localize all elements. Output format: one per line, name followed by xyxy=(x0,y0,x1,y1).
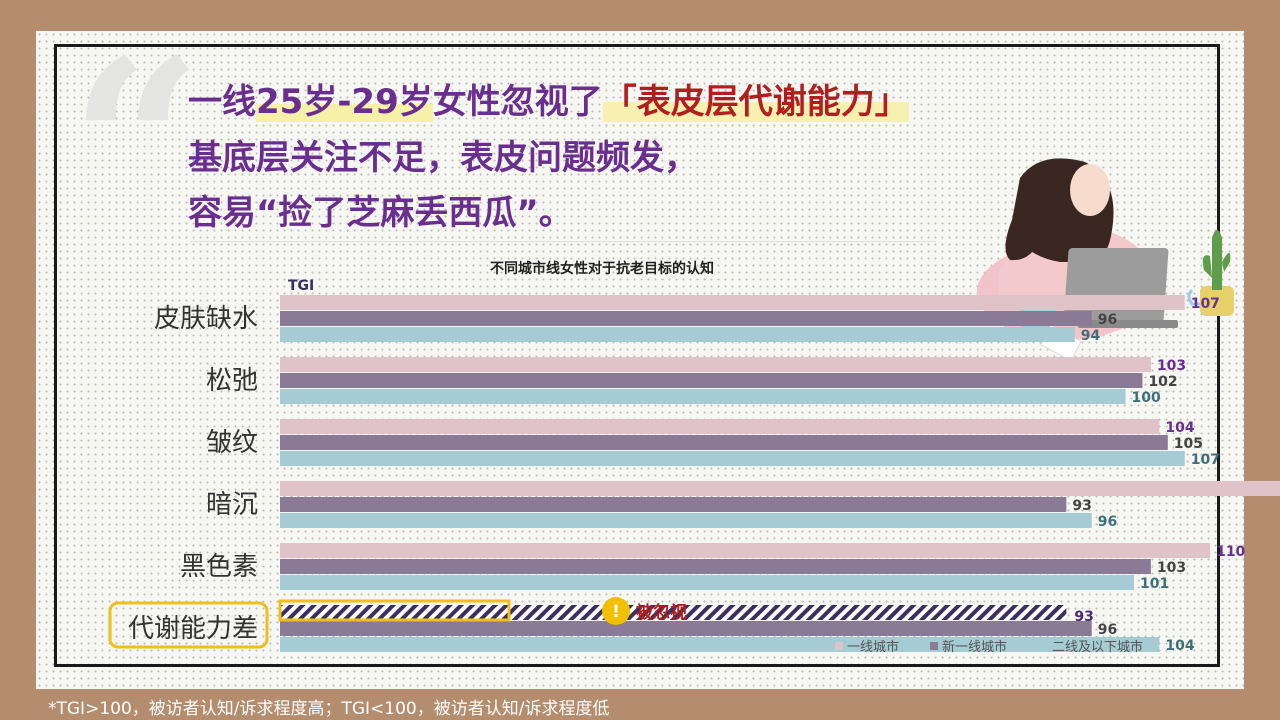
bar xyxy=(280,419,1160,434)
headline-text-c: 女性忽视了 xyxy=(432,82,603,122)
bar xyxy=(280,481,1280,496)
data-label: 100 xyxy=(1132,390,1161,406)
bar xyxy=(280,373,1143,388)
data-label: 93 xyxy=(1074,609,1093,625)
quote-mark: “ xyxy=(70,10,203,280)
headline-emphasis: 「表皮层代谢能力」 xyxy=(602,82,909,122)
bar xyxy=(280,637,1160,652)
data-label: 96 xyxy=(1098,514,1117,530)
bar xyxy=(280,311,1092,326)
bar xyxy=(280,357,1151,372)
data-label: 101 xyxy=(1140,576,1169,592)
headline-line-3: 容易“捡了芝麻丢西瓜”。 xyxy=(188,193,573,233)
headline-age-range: 25岁-29岁 xyxy=(256,82,433,122)
data-label: 107 xyxy=(1191,296,1220,312)
legend-entry: 二线及以下城市 xyxy=(1052,639,1143,655)
divider xyxy=(190,241,936,242)
alert-icon xyxy=(602,597,630,625)
bar xyxy=(280,575,1134,590)
highlight-bar-box xyxy=(278,599,511,622)
data-label: 94 xyxy=(1081,328,1101,344)
bar xyxy=(280,543,1211,558)
bar xyxy=(280,451,1185,466)
category-label: 代谢能力差 xyxy=(128,614,258,644)
category-label: 皮肤缺水 xyxy=(154,304,258,334)
category-label: 皱纹 xyxy=(206,428,258,458)
bar xyxy=(280,295,1185,310)
bar xyxy=(280,389,1126,404)
data-label: 104 xyxy=(1165,638,1194,654)
legend: 一线城市 新一线城市 二线及以下城市 xyxy=(835,639,1143,655)
content-frame xyxy=(54,44,1220,667)
data-label: 93 xyxy=(1072,498,1091,514)
data-label: 103 xyxy=(1157,358,1186,374)
value-labels: 1079694103102100104105107123939611010310… xyxy=(1072,296,1245,654)
headline-line-1: 一线25岁-29岁女性忽视了「表皮层代谢能力」 xyxy=(188,80,909,124)
bar xyxy=(280,605,1067,620)
legend-swatch xyxy=(835,642,843,650)
legend-entry: 一线城市 xyxy=(847,639,899,655)
bar xyxy=(280,513,1092,528)
headline-text-a: 一线 xyxy=(188,82,256,122)
data-label: 103 xyxy=(1157,560,1186,576)
data-label: 96 xyxy=(1098,312,1117,328)
bar xyxy=(280,327,1075,342)
data-label: 110 xyxy=(1216,544,1245,560)
headline-line-2: 基底层关注不足，表皮问题频发， xyxy=(188,138,698,178)
legend-entry: 新一线城市 xyxy=(942,639,1007,655)
bar xyxy=(280,559,1151,574)
axis-label-tgi: TGI xyxy=(288,278,314,294)
category-label: 松弛 xyxy=(206,366,258,396)
data-label: 96 xyxy=(1098,622,1117,638)
highlight-category-box xyxy=(108,601,269,649)
bars-group xyxy=(280,295,1280,652)
bar xyxy=(280,435,1168,450)
data-label: 105 xyxy=(1174,436,1203,452)
bar xyxy=(280,497,1067,512)
chart-title: 不同城市线女性对于抗老目标的认知 xyxy=(490,261,714,277)
data-label: 104 xyxy=(1165,420,1194,436)
ignored-annotation: ! 被忽视 xyxy=(602,597,687,625)
legend-swatch xyxy=(930,642,938,650)
data-label: 107 xyxy=(1191,452,1220,468)
legend-swatch xyxy=(1040,642,1048,650)
footnote: *TGI>100，被访者认知/诉求程度高；TGI<100，被访者认知/诉求程度低 xyxy=(48,699,610,719)
data-label: 102 xyxy=(1148,374,1177,390)
ignored-label: 被忽视 xyxy=(636,602,687,623)
bar xyxy=(280,621,1092,636)
category-label: 暗沉 xyxy=(206,490,258,520)
category-label: 黑色素 xyxy=(180,552,258,582)
alert-icon-glyph: ! xyxy=(612,602,620,622)
